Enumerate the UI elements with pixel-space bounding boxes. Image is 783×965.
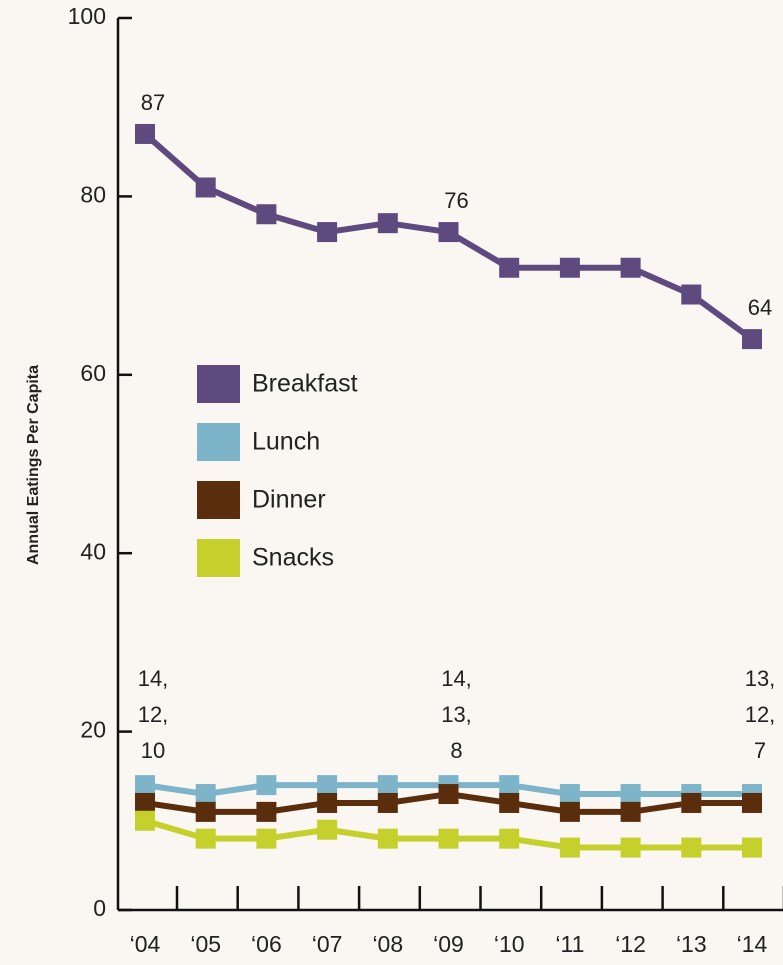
marker — [377, 213, 398, 234]
data-label: 12, — [138, 702, 169, 727]
x-tick-label: ‘12 — [615, 931, 646, 957]
marker — [256, 828, 277, 849]
marker — [377, 775, 398, 796]
marker — [499, 257, 520, 278]
data-label: 14, — [441, 666, 472, 691]
marker — [256, 801, 277, 822]
marker — [135, 123, 155, 144]
marker — [499, 775, 520, 796]
marker — [317, 775, 338, 796]
marker — [377, 792, 398, 813]
marker — [317, 222, 338, 243]
marker — [438, 784, 459, 805]
x-tick-label: ‘14 — [737, 931, 768, 957]
legend-swatch — [197, 539, 240, 577]
marker — [135, 792, 155, 813]
marker — [499, 828, 520, 849]
marker — [559, 801, 580, 822]
marker — [195, 801, 216, 822]
x-tick-label: ‘13 — [676, 931, 707, 957]
marker — [742, 792, 762, 813]
marker — [742, 837, 762, 858]
data-label: 10 — [141, 738, 165, 763]
data-label: 12, — [745, 702, 776, 727]
marker — [135, 775, 155, 796]
data-label: 7 — [754, 738, 766, 763]
legend-label: Breakfast — [252, 370, 358, 398]
data-label: 64 — [748, 295, 772, 320]
marker — [438, 828, 459, 849]
y-tick-label: 80 — [80, 181, 106, 207]
y-tick-label: 40 — [80, 538, 106, 564]
marker — [195, 784, 216, 805]
x-tick-label: ‘06 — [251, 931, 282, 957]
marker — [317, 792, 338, 813]
x-tick-label: ‘08 — [372, 931, 403, 957]
marker — [681, 837, 702, 858]
y-tick-label: 20 — [80, 717, 106, 743]
marker — [559, 784, 580, 805]
x-tick-label: ‘05 — [190, 931, 221, 957]
data-label: 14, — [138, 666, 169, 691]
y-axis-label: Annual Eatings Per Capita — [25, 365, 42, 565]
marker — [438, 222, 459, 243]
marker — [195, 828, 216, 849]
marker — [620, 837, 641, 858]
y-tick-label: 100 — [68, 3, 106, 29]
marker — [317, 819, 338, 840]
x-tick-label: ‘04 — [130, 931, 161, 957]
legend-label: Dinner — [252, 486, 326, 514]
marker — [681, 284, 702, 305]
x-tick-label: ‘07 — [312, 931, 343, 957]
data-label: 87 — [141, 90, 165, 115]
marker — [620, 801, 641, 822]
legend-label: Snacks — [252, 544, 334, 572]
marker — [377, 828, 398, 849]
marker — [256, 204, 277, 225]
y-tick-label: 0 — [93, 895, 106, 921]
marker — [559, 837, 580, 858]
data-label: 13, — [745, 666, 776, 691]
data-label: 76 — [444, 188, 468, 213]
legend-swatch — [197, 481, 240, 519]
legend-swatch — [197, 423, 240, 461]
marker — [559, 257, 580, 278]
data-label: 8 — [450, 738, 462, 763]
legend-label: Lunch — [252, 428, 320, 456]
marker — [135, 810, 155, 831]
marker — [499, 792, 520, 813]
marker — [256, 775, 277, 796]
x-tick-label: ‘11 — [555, 931, 584, 957]
legend-swatch — [197, 365, 240, 403]
marker — [742, 329, 762, 350]
marker — [620, 257, 641, 278]
marker — [620, 784, 641, 805]
y-tick-label: 60 — [80, 360, 106, 386]
marker — [681, 792, 702, 813]
x-tick-label: ‘10 — [494, 931, 525, 957]
marker — [195, 177, 216, 198]
x-tick-label: ‘09 — [433, 931, 464, 957]
data-label: 13, — [441, 702, 472, 727]
